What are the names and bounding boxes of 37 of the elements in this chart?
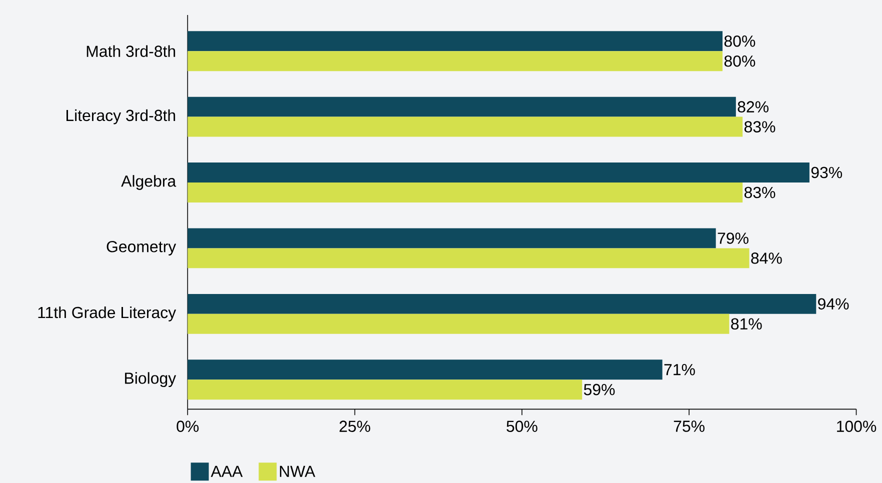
data-label: 80%	[724, 55, 756, 67]
legend-label: AAA	[210, 466, 243, 477]
legend-label: NWA	[280, 466, 316, 477]
bar	[188, 314, 730, 334]
data-label: 59%	[584, 384, 615, 396]
y-tick-label: 11th Grade Literacy	[38, 306, 176, 322]
y-tick-label: Math 3rd-8th	[86, 45, 176, 57]
x-tick-label: 0%	[176, 420, 199, 432]
bar	[188, 360, 662, 380]
data-label: 94%	[818, 298, 849, 310]
data-label: 82%	[738, 101, 768, 112]
bar	[188, 294, 816, 314]
y-tick-label: Literacy 3rd-8th	[66, 109, 176, 124]
data-label: 80%	[724, 35, 756, 47]
data-label: 84%	[751, 252, 782, 264]
data-label: 79%	[718, 232, 748, 244]
y-tick-label: Biology	[125, 372, 176, 387]
data-label: 83%	[744, 186, 776, 198]
x-tick-label: 50%	[506, 420, 538, 432]
bar	[188, 31, 723, 51]
data-label: 81%	[731, 318, 762, 330]
data-label: 93%	[811, 166, 842, 178]
x-tick-label: 75%	[674, 420, 705, 432]
data-label: 71%	[664, 364, 695, 376]
x-tick-label: 25%	[340, 420, 370, 432]
bar	[188, 248, 750, 268]
bar	[188, 96, 736, 117]
bar	[188, 379, 582, 400]
x-tick-label: 100%	[837, 420, 876, 432]
bar	[188, 182, 743, 202]
bar	[188, 50, 723, 71]
y-tick-label: Algebra	[121, 174, 176, 190]
data-label: 83%	[744, 121, 776, 132]
bar	[188, 228, 716, 248]
bar	[188, 116, 743, 137]
y-tick-label: Geometry	[106, 240, 176, 256]
bar	[188, 162, 810, 182]
